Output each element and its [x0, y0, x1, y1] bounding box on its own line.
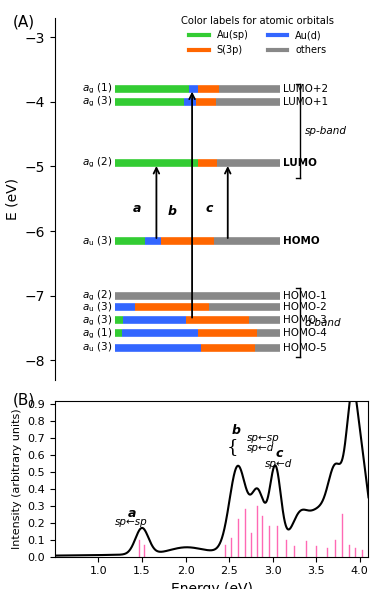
Text: LUMO+2: LUMO+2: [283, 84, 328, 94]
Text: LUMO: LUMO: [283, 158, 316, 168]
Text: $\mathit{a}_{\mathrm{u}}$ (3): $\mathit{a}_{\mathrm{u}}$ (3): [82, 341, 113, 355]
Text: sp←sp: sp←sp: [115, 517, 148, 527]
Text: b: b: [168, 204, 177, 217]
Text: HOMO-4: HOMO-4: [283, 328, 327, 338]
Text: $\mathit{a}_{\mathrm{g}}$ (3): $\mathit{a}_{\mathrm{g}}$ (3): [82, 95, 113, 109]
Text: (A): (A): [13, 14, 34, 29]
Text: LUMO+1: LUMO+1: [283, 97, 328, 107]
Text: a: a: [127, 507, 136, 519]
Text: c: c: [205, 202, 212, 215]
Text: sp←d: sp←d: [265, 459, 292, 469]
Text: HOMO-1: HOMO-1: [283, 291, 327, 301]
Text: sp←d: sp←d: [247, 444, 274, 454]
Text: $\mathit{a}_{\mathrm{g}}$ (2): $\mathit{a}_{\mathrm{g}}$ (2): [82, 289, 113, 303]
Text: d-band: d-band: [305, 317, 341, 327]
X-axis label: Energy (eV): Energy (eV): [171, 582, 252, 589]
Text: $\mathit{a}_{\mathrm{g}}$ (2): $\mathit{a}_{\mathrm{g}}$ (2): [82, 156, 113, 170]
Text: (B): (B): [13, 393, 35, 408]
Text: sp←sp: sp←sp: [247, 434, 279, 444]
Text: HOMO-2: HOMO-2: [283, 303, 327, 312]
Text: HOMO-5: HOMO-5: [283, 343, 327, 353]
Text: a: a: [133, 202, 141, 215]
Text: b: b: [232, 425, 241, 438]
Text: c: c: [275, 446, 283, 459]
Text: $\mathit{a}_{\mathrm{g}}$ (3): $\mathit{a}_{\mathrm{g}}$ (3): [82, 313, 113, 327]
Text: HOMO: HOMO: [283, 236, 319, 246]
Legend: Au(sp), S(3p), Au(d), others: Au(sp), S(3p), Au(d), others: [177, 12, 338, 59]
Text: HOMO-3: HOMO-3: [283, 315, 327, 325]
Text: $\mathit{a}_{\mathrm{u}}$ (3): $\mathit{a}_{\mathrm{u}}$ (3): [82, 300, 113, 315]
Y-axis label: Intensity (arbitrary units): Intensity (arbitrary units): [12, 408, 22, 549]
Text: {: {: [227, 438, 238, 456]
Text: $\mathit{a}_{\mathrm{g}}$ (1): $\mathit{a}_{\mathrm{g}}$ (1): [82, 326, 113, 340]
Y-axis label: E (eV): E (eV): [5, 178, 19, 220]
Text: $\mathit{a}_{\mathrm{g}}$ (1): $\mathit{a}_{\mathrm{g}}$ (1): [82, 82, 113, 96]
Text: sp-band: sp-band: [305, 126, 347, 136]
Text: $\mathit{a}_{\mathrm{u}}$ (3): $\mathit{a}_{\mathrm{u}}$ (3): [82, 234, 113, 247]
